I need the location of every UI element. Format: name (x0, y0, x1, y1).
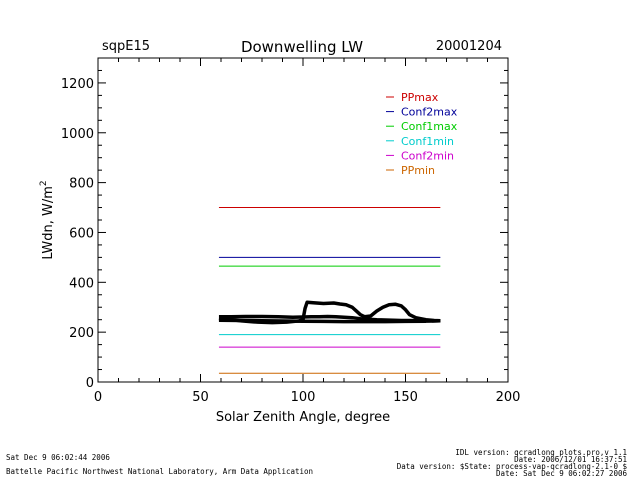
y-tick-label: 400 (69, 276, 94, 291)
x-tick-label: 0 (94, 390, 102, 405)
axis-ticks: 0 50 100 150 200 0 200 400 600 800 1000 1200 (61, 57, 521, 405)
date-label: 20001204 (436, 39, 502, 54)
x-tick-label: 100 (291, 390, 316, 405)
x-tick-label: 200 (496, 390, 521, 405)
chart-title: Downwelling LW (241, 38, 363, 56)
y-axis-label-superscript: 2 (39, 180, 49, 186)
y-axis-label-group: LWdn, W/m2 (39, 180, 56, 259)
legend-label-conf2min: Conf2min (401, 149, 454, 162)
observation-line-3 (218, 318, 441, 324)
footer-idl-date: Date: 2006/12/01 16:37:51 (514, 455, 627, 464)
footer-data-date: Date: Sat Dec 9 06:02:27 2006 (496, 469, 627, 478)
y-tick-label: 200 (69, 326, 94, 341)
legend-label-conf2max: Conf2max (401, 106, 458, 119)
legend-label-ppmin: PPmin (401, 164, 435, 177)
x-tick-label: 50 (192, 390, 209, 405)
y-tick-label: 0 (86, 376, 94, 391)
y-tick-label: 800 (69, 177, 94, 192)
y-axis-label: LWdn, W/m2 (39, 180, 56, 259)
footer-institution: Battelle Pacific Northwest National Labo… (6, 467, 313, 476)
y-tick-label: 1000 (61, 127, 94, 142)
footer-idl-version: IDL version: qcradlong_plots.pro,v 1.1 (455, 448, 627, 457)
legend-label-conf1max: Conf1max (401, 120, 458, 133)
y-tick-label: 1200 (61, 77, 94, 92)
threshold-lines (218, 207, 441, 374)
x-tick-label: 150 (393, 390, 418, 405)
x-axis-label: Solar Zenith Angle, degree (216, 410, 390, 425)
legend-label-ppmax: PPmax (401, 91, 439, 104)
footer-timestamp: Sat Dec 9 06:02:44 2006 (6, 453, 110, 462)
y-tick-label: 600 (69, 226, 94, 241)
footer-data-version: Data version: $State: process-vap-qcradl… (397, 462, 628, 471)
site-label: sqpE15 (102, 39, 150, 54)
observation-lines (218, 300, 441, 325)
legend-label-conf1min: Conf1min (401, 135, 454, 148)
y-axis-label-text: LWdn, W/m (41, 186, 56, 260)
